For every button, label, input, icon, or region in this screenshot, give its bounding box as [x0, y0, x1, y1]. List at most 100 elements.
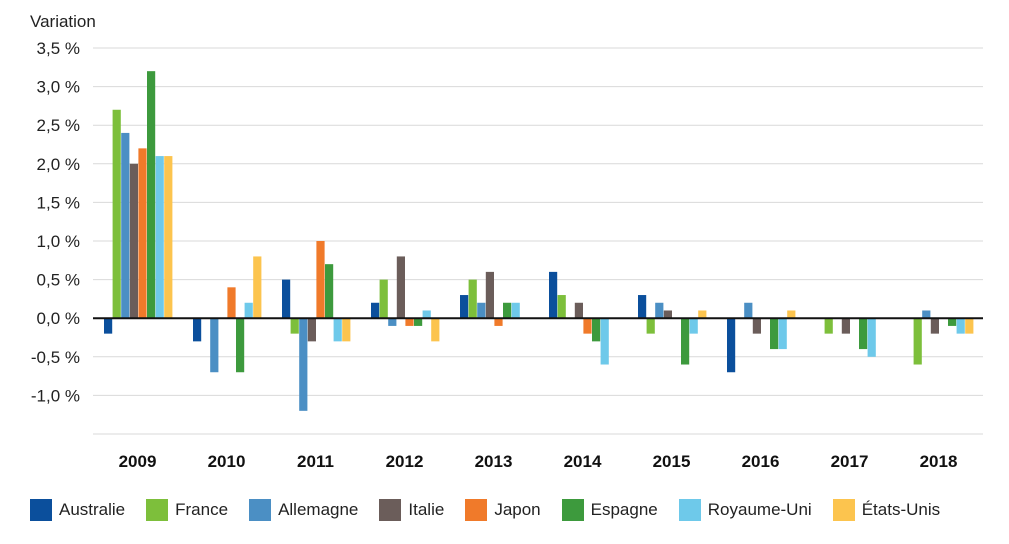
bar: [922, 310, 931, 319]
x-category-label: 2014: [564, 452, 602, 471]
legend-swatch: [379, 499, 402, 521]
y-axis-ticks: -1,0 % -0,5 % 0,0 % 0,5 % 1,0 % 1,5 % 2,0 % 2,5…: [31, 39, 80, 405]
bars: [104, 71, 974, 411]
y-tick-label: 1,0 %: [37, 232, 80, 251]
legend-item: Australie: [30, 499, 125, 521]
bar: [770, 318, 779, 350]
bar: [744, 302, 753, 319]
y-tick-label: 2,5 %: [37, 116, 80, 135]
legend-swatch: [249, 499, 272, 521]
x-category-label: 2017: [831, 452, 869, 471]
bar: [778, 318, 787, 350]
bar: [342, 318, 351, 342]
bar: [511, 302, 520, 319]
bar: [956, 318, 965, 334]
bar: [787, 310, 796, 319]
bar: [485, 271, 494, 319]
bar: [948, 318, 957, 326]
y-tick-label: 2,0 %: [37, 155, 80, 174]
bar: [112, 109, 121, 319]
legend-swatch: [678, 499, 701, 521]
bar: [841, 318, 850, 334]
legend: Australie France Allemagne Italie Japon Espag…: [30, 497, 1000, 523]
bar: [859, 318, 868, 350]
bar: [227, 287, 236, 319]
legend-label: États-Unis: [861, 500, 941, 519]
legend-label: Australie: [59, 500, 126, 519]
bar: [494, 318, 503, 326]
legend-swatch: [561, 499, 584, 521]
bar: [681, 318, 690, 365]
y-tick-label: 3,5 %: [37, 39, 80, 58]
bar: [646, 318, 655, 334]
y-tick-label: -0,5 %: [31, 348, 80, 367]
bar: [138, 148, 147, 319]
legend-swatch: [146, 499, 169, 521]
bar: [689, 318, 698, 334]
gridlines: [93, 47, 983, 435]
bar: [600, 318, 609, 365]
y-tick-label: 0,5 %: [37, 271, 80, 290]
x-category-label: 2015: [653, 452, 691, 471]
x-category-label: 2018: [920, 452, 958, 471]
y-tick-label: 1,5 %: [37, 193, 80, 212]
legend-item: Royaume-Uni: [678, 499, 812, 521]
x-category-label: 2013: [475, 452, 513, 471]
bar: [121, 132, 130, 319]
bar: [379, 279, 388, 319]
bar: [752, 318, 761, 334]
bar: [477, 302, 486, 319]
bar: [316, 241, 325, 319]
bar: [663, 310, 672, 319]
bar: [655, 302, 664, 319]
legend-label: Japon: [494, 500, 541, 519]
legend-label: Allemagne: [278, 500, 359, 519]
bar: [244, 302, 253, 319]
x-category-label: 2009: [119, 452, 157, 471]
bar: [236, 318, 245, 373]
bar: [405, 318, 414, 326]
bar: [549, 271, 558, 319]
bar: [414, 318, 423, 326]
bar: [307, 318, 316, 342]
legend-item: Japon: [465, 499, 541, 521]
bar: [930, 318, 939, 334]
bar: [290, 318, 299, 334]
legend-swatch: [832, 499, 855, 521]
bar: [583, 318, 592, 334]
bar: [253, 256, 262, 319]
x-category-label: 2010: [208, 452, 246, 471]
bar: [193, 318, 202, 342]
y-tick-label: 3,0 %: [37, 78, 80, 97]
legend-label: Espagne: [590, 500, 658, 519]
bar: [155, 156, 164, 319]
x-axis-categories: 2009 2010 2011 2012 2013 2014 2015 2016 2017 2018: [119, 452, 958, 471]
legend-label: France: [175, 500, 229, 519]
bar: [503, 302, 512, 319]
bar: [396, 256, 405, 319]
bar: [210, 318, 219, 373]
bar: [164, 156, 173, 319]
legend-label: Italie: [408, 500, 445, 519]
bar: [867, 318, 876, 357]
bar: [147, 71, 156, 319]
bar: [727, 318, 736, 373]
legend-label: Royaume-Uni: [707, 500, 812, 519]
legend-swatch: [465, 499, 488, 521]
bar: [460, 295, 469, 319]
bar: [371, 302, 380, 319]
bar: [282, 279, 291, 319]
bar: [104, 318, 113, 334]
bar: [824, 318, 833, 334]
bar: [698, 310, 707, 319]
legend-swatch: [30, 499, 52, 521]
y-tick-label: 0,0 %: [37, 309, 80, 328]
bar: [468, 279, 477, 319]
legend-item: Allemagne: [249, 499, 358, 521]
bar: [431, 318, 440, 342]
bar: [574, 302, 583, 319]
bar: [422, 310, 431, 319]
bar: [638, 295, 647, 319]
bar: [325, 264, 334, 319]
legend-item: États-Unis: [832, 499, 941, 521]
